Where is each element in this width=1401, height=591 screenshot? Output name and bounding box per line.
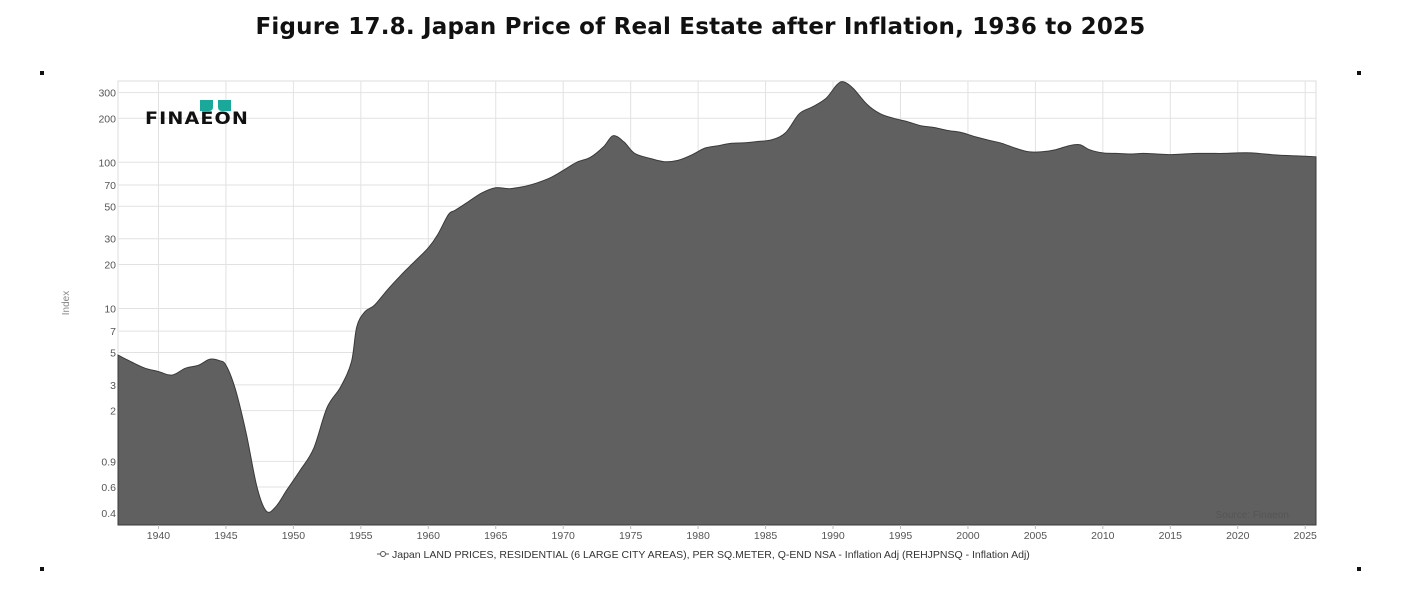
x-tick-label: 1970: [552, 530, 576, 542]
x-tick-label: 2025: [1294, 530, 1318, 542]
x-tick-label: 2010: [1091, 530, 1115, 542]
corner-mark-bottom-left: [40, 567, 44, 571]
area-series-japan-land-prices: [117, 81, 1317, 526]
legend: Japan LAND PRICES, RESIDENTIAL (6 LARGE …: [377, 549, 1030, 561]
y-tick-label: 50: [104, 201, 116, 213]
x-tick-label: 1950: [282, 530, 306, 542]
logo-leaf-right-icon: [218, 100, 231, 111]
y-tick-label: 10: [104, 303, 116, 315]
finaeon-logo: FINAEON: [145, 100, 249, 129]
y-axis-ticks: 0.4 0.6 0.9 2 3 5 7 10 20 30 50 70 100 200 300: [98, 88, 116, 520]
corner-mark-bottom-right: [1357, 567, 1361, 571]
x-tick-label: 1960: [417, 530, 441, 542]
y-tick-label: 5: [110, 347, 116, 359]
x-tick-label: 2000: [956, 530, 980, 542]
source-note: Source: Finaeon: [1216, 510, 1289, 521]
y-axis-label: Index: [61, 291, 72, 315]
y-tick-label: 30: [104, 234, 116, 246]
legend-series-label: Japan LAND PRICES, RESIDENTIAL (6 LARGE …: [392, 549, 1030, 561]
x-axis-ticks: 1940 1945 1950 1955 1960 1965 1970 1975 1980 1985…: [147, 525, 1317, 542]
x-tick-label: 1975: [619, 530, 643, 542]
y-tick-label: 300: [98, 88, 116, 100]
y-tick-label: 0.4: [101, 508, 116, 520]
legend-marker-dot: [380, 551, 386, 557]
x-tick-label: 2015: [1159, 530, 1183, 542]
x-tick-label: 1965: [484, 530, 508, 542]
y-tick-label: 7: [110, 326, 116, 338]
corner-mark-top-left: [40, 71, 44, 75]
y-tick-label: 2: [110, 406, 116, 418]
y-tick-label: 100: [98, 157, 116, 169]
corner-mark-top-right: [1357, 71, 1361, 75]
x-tick-label: 1985: [754, 530, 778, 542]
logo-leaf-left-icon: [200, 100, 213, 111]
x-tick-label: 1995: [889, 530, 913, 542]
figure-title: Figure 17.8. Japan Price of Real Estate …: [255, 14, 1146, 40]
x-tick-label: 1990: [821, 530, 845, 542]
x-tick-label: 1955: [349, 530, 373, 542]
x-tick-label: 1945: [214, 530, 238, 542]
y-tick-label: 200: [98, 113, 116, 125]
y-tick-label: 0.6: [101, 482, 116, 494]
y-tick-label: 0.9: [101, 456, 116, 468]
x-tick-label: 2020: [1226, 530, 1250, 542]
y-tick-label: 3: [110, 380, 116, 392]
x-tick-label: 1940: [147, 530, 171, 542]
y-tick-label: 70: [104, 180, 116, 192]
x-tick-label: 2005: [1024, 530, 1048, 542]
x-tick-label: 1980: [686, 530, 710, 542]
logo-text: FINAEON: [145, 109, 249, 129]
y-tick-label: 20: [104, 259, 116, 271]
